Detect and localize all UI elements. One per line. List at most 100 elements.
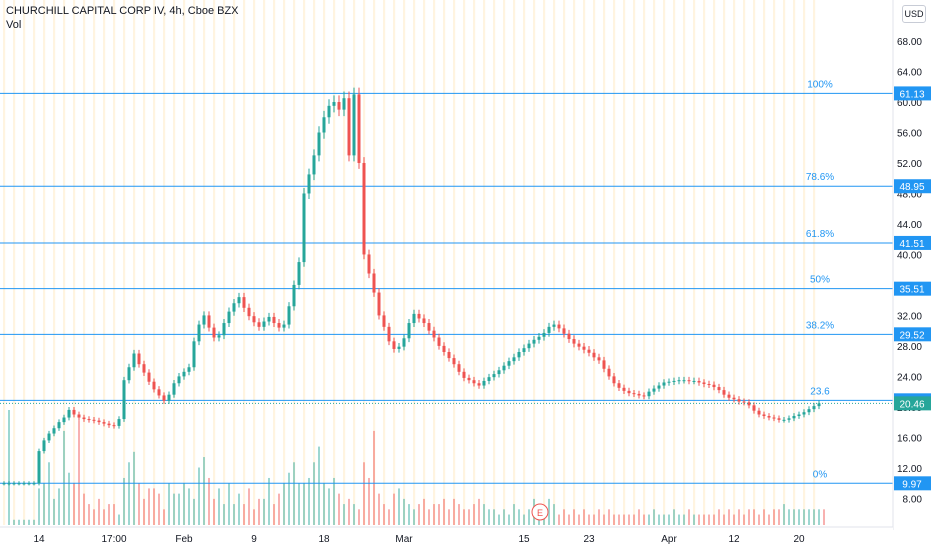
volume-bar: [248, 488, 250, 525]
volume-bar: [683, 514, 685, 525]
candle-body: [662, 382, 666, 386]
volume-bar: [783, 504, 785, 525]
grid-band: [23, 0, 26, 525]
grid-band: [703, 0, 706, 525]
volume-bar: [53, 498, 55, 525]
time-tick-label: 17:00: [101, 534, 126, 545]
grid-band: [683, 0, 686, 525]
grid-band: [463, 0, 466, 525]
price-tick-label: 24.00: [897, 372, 922, 383]
grid-band: [283, 0, 286, 525]
candle-body: [597, 357, 601, 361]
time-tick-label: 18: [318, 534, 330, 545]
grid-band: [633, 0, 636, 525]
time-tick-label: Mar: [395, 534, 413, 545]
volume-bar: [293, 462, 295, 525]
candle-body: [117, 419, 121, 426]
fib-price-tag: [894, 235, 931, 250]
grid-band: [33, 0, 36, 525]
fib-price-tag-label: 35.51: [899, 285, 924, 296]
candle-body: [687, 380, 691, 382]
grid-band: [353, 0, 356, 525]
candle-body: [237, 297, 241, 304]
volume-bar: [778, 509, 780, 525]
grid-band: [333, 0, 336, 525]
candle-body: [807, 409, 811, 413]
grid-band: [753, 0, 756, 525]
earnings-label: E: [537, 508, 543, 518]
currency-button[interactable]: USD: [902, 5, 926, 23]
volume-bar: [638, 509, 640, 525]
volume-indicator-label[interactable]: Vol: [6, 19, 22, 31]
volume-bar: [398, 488, 400, 525]
grid-band: [603, 0, 606, 525]
candle-body: [602, 360, 606, 369]
grid-band: [243, 0, 246, 525]
candle-body: [72, 409, 76, 415]
candle-body: [47, 433, 51, 441]
fib-price-tag-label: 61.13: [899, 89, 924, 100]
price-tick-label: 52.00: [897, 159, 922, 170]
candle-body: [42, 440, 46, 452]
candle-body: [512, 357, 516, 362]
candle-body: [217, 335, 221, 338]
volume-bar: [598, 509, 600, 525]
candle-body: [187, 367, 191, 372]
grid-band: [713, 0, 716, 525]
candle-body: [697, 380, 701, 383]
volume-bar: [138, 483, 140, 525]
candle-body: [332, 102, 336, 106]
price-tick-label: 8.00: [903, 494, 923, 505]
candle-body: [307, 174, 311, 194]
earnings-circle: [531, 503, 549, 521]
volume-bar: [73, 483, 75, 525]
candle-body: [387, 326, 391, 342]
volume-bar: [308, 477, 310, 525]
grid-band: [693, 0, 696, 525]
volume-bar: [498, 514, 500, 525]
candle-body: [22, 483, 26, 485]
volume-bar: [378, 493, 380, 525]
candle-body: [547, 326, 551, 333]
price-tick-label: 44.00: [897, 220, 922, 231]
candle-body: [642, 395, 646, 397]
symbol-title[interactable]: CHURCHILL CAPITAL CORP IV, 4h, Cboe BZX: [6, 5, 239, 17]
volume-bar: [738, 509, 740, 525]
earnings-marker[interactable]: E: [531, 503, 549, 521]
fib-price-tag: [894, 476, 931, 491]
chart-header: CHURCHILL CAPITAL CORP IV, 4h, Cboe BZX …: [6, 5, 239, 31]
candle-body: [317, 132, 321, 156]
volume-bar: [718, 509, 720, 525]
volume-bar: [658, 514, 660, 525]
grid-band: [213, 0, 216, 525]
price-tick-label: 56.00: [897, 129, 922, 140]
volume-bar: [558, 514, 560, 525]
grid-band: [563, 0, 566, 525]
grid-band: [203, 0, 206, 525]
candle-body: [377, 292, 381, 316]
volume-bar: [788, 509, 790, 525]
volume-bar: [493, 509, 495, 525]
time-axis[interactable]: 14 17:00 Feb 9 18 Mar 15 23 Apr 12 20: [0, 526, 893, 550]
price-axis[interactable]: 68.00 64.00 60.00 56.00 52.00 48.00 44.00 40.00…: [892, 0, 932, 550]
candle-body: [327, 105, 331, 118]
fib-price-tag-label: 41.51: [899, 239, 924, 250]
candle-body: [397, 346, 401, 349]
volume-bar: [623, 514, 625, 525]
grid-band: [73, 0, 76, 525]
volume-bar: [438, 504, 440, 525]
candle-body: [477, 383, 481, 386]
volume-bar: [303, 483, 305, 525]
candle-body: [292, 284, 296, 307]
volume-bar: [173, 493, 175, 525]
candle-body: [37, 451, 41, 484]
candle-body: [667, 381, 671, 383]
candle-body: [737, 399, 741, 402]
grid-band: [143, 0, 146, 525]
volume-bar: [358, 509, 360, 525]
volume-bar: [328, 488, 330, 525]
candle-body: [352, 94, 356, 156]
time-tick-label: Feb: [175, 534, 193, 545]
candle-body: [782, 419, 786, 421]
